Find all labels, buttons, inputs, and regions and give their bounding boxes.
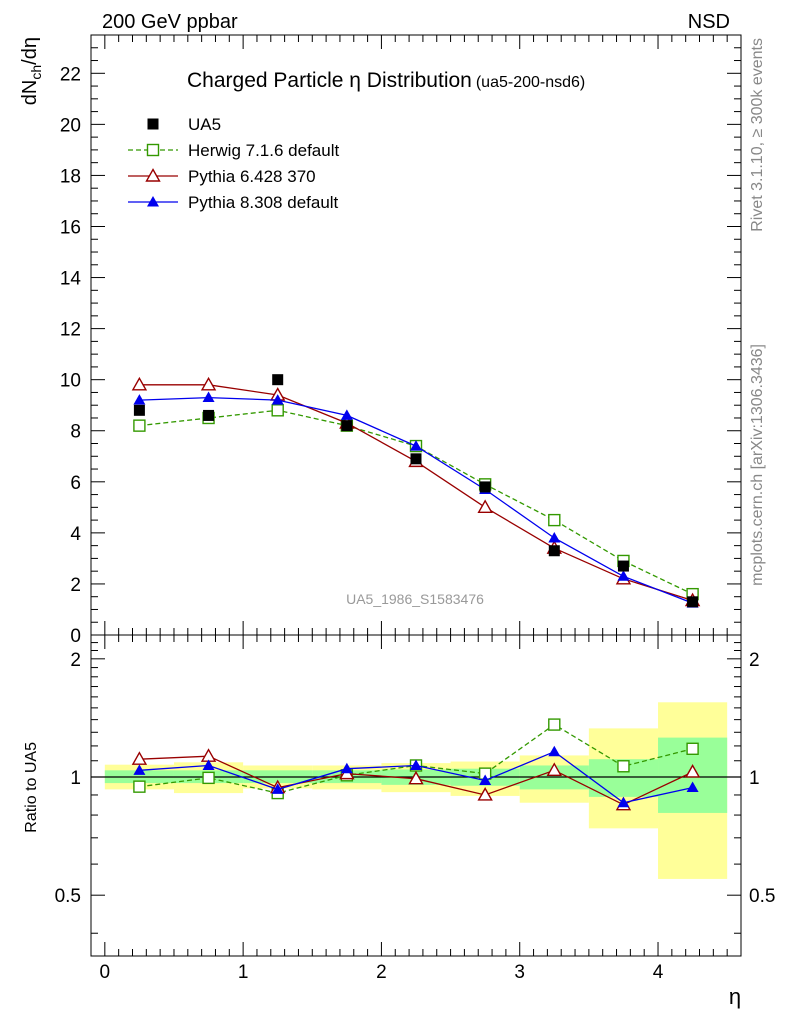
ratio-pythia8-point-3 bbox=[340, 762, 353, 774]
ratio-pythia8-point-1 bbox=[202, 759, 215, 770]
main-ytick-label-9: 18 bbox=[60, 166, 81, 187]
main-ylabel: dNch/dη bbox=[19, 37, 44, 105]
legend-label-pythia6: Pythia 6.428 370 bbox=[188, 167, 316, 186]
ratio-ytick-label-2: 2 bbox=[70, 650, 81, 671]
main-data-point-6 bbox=[548, 545, 560, 557]
main-ytick-label-11: 22 bbox=[60, 64, 81, 85]
main-plot: 0 2 4 6 8 10 12 14 16 18 20 22 Charged Particle η D… bbox=[19, 34, 742, 647]
ratio-ytick-label-right-2: 2 bbox=[749, 650, 760, 671]
ratio-pythia8-point-0 bbox=[133, 764, 146, 775]
ratio-pythia8-point-6 bbox=[548, 745, 561, 757]
main-ytick-label-0: 0 bbox=[70, 626, 81, 647]
ratio-pythia6-point-1 bbox=[200, 748, 217, 762]
ratio-plot-frame bbox=[90, 634, 742, 957]
x-axis-label: η bbox=[729, 984, 741, 1009]
main-pythia8-point-1 bbox=[202, 391, 215, 403]
main-data-point-8 bbox=[687, 596, 699, 608]
main-data-point-3 bbox=[341, 420, 353, 432]
main-data-point-5 bbox=[479, 481, 491, 493]
main-ytick-label-10: 20 bbox=[60, 115, 81, 136]
ratio-herwig-point-0 bbox=[133, 780, 146, 793]
main-title: Charged Particle η Distribution (ua5-200-… bbox=[187, 69, 585, 92]
main-ytick-label-2: 4 bbox=[70, 524, 81, 545]
main-ytick-label-8: 16 bbox=[60, 217, 81, 238]
ratio-ylabel: Ratio to UA5 bbox=[23, 742, 40, 833]
main-pythia8-point-6 bbox=[548, 531, 561, 543]
main-pythia6-point-0 bbox=[131, 376, 148, 391]
legend-label-herwig: Herwig 7.1.6 default bbox=[188, 141, 339, 160]
main-data-point-0 bbox=[133, 404, 145, 416]
main-herwig-point-2 bbox=[271, 404, 284, 417]
ratio-pythia8-point-4 bbox=[410, 759, 422, 770]
main-ytick-label-1: 2 bbox=[70, 575, 81, 596]
main-pythia8-point-3 bbox=[340, 409, 353, 420]
ratio-pythia8-point-5 bbox=[479, 774, 492, 785]
main-pythia8-point-4 bbox=[410, 440, 422, 451]
ratio-pythia6-point-8 bbox=[684, 764, 701, 778]
ratio-pythia6-point-4 bbox=[408, 770, 424, 785]
legend-marker-pythia6 bbox=[145, 168, 161, 182]
legend: UA5 Herwig 7.1.6 default Pythia 6.428 370 P… bbox=[128, 115, 339, 212]
ratio-pythia8-point-2 bbox=[271, 783, 284, 794]
ratio-pythia8-point-7 bbox=[617, 796, 630, 808]
ratio-ytick-label-right-1: 1 bbox=[749, 768, 760, 789]
ratio-pythia6-point-6 bbox=[546, 762, 562, 777]
main-data-point-2 bbox=[272, 374, 284, 386]
x-tick-label-3: 3 bbox=[514, 962, 525, 983]
x-tick-label-0: 0 bbox=[100, 962, 111, 983]
ratio-herwig-point-6 bbox=[548, 718, 561, 731]
ratio-herwig-point-7 bbox=[617, 760, 630, 773]
main-pythia8-point-2 bbox=[271, 394, 284, 405]
ratio-ytick-label-1: 1 bbox=[70, 768, 81, 789]
header-right: NSD bbox=[688, 11, 730, 33]
ratio-plot: 0 1 2 3 4 0.5 0.5 1 1 2 2 Ratio to UA5 η bbox=[23, 634, 775, 1009]
x-tick-label-1: 1 bbox=[238, 962, 249, 983]
main-herwig-point-6 bbox=[548, 513, 561, 527]
main-pythia8-point-0 bbox=[133, 394, 146, 405]
legend-marker-pythia8 bbox=[147, 196, 159, 207]
main-ytick-label-6: 12 bbox=[60, 320, 81, 341]
main-ytick-label-4: 8 bbox=[70, 422, 81, 443]
ratio-herwig-point-8 bbox=[686, 742, 699, 755]
watermark: UA5_1986_S1583476 bbox=[346, 591, 484, 607]
x-tick-label-4: 4 bbox=[653, 962, 664, 983]
ratio-ytick-label-0: 0.5 bbox=[55, 886, 81, 907]
ratio-ytick-label-right-0: 0.5 bbox=[749, 886, 775, 907]
main-data-point-1 bbox=[203, 409, 215, 421]
main-pythia6-point-1 bbox=[200, 376, 217, 391]
main-ytick-label-7: 14 bbox=[60, 269, 82, 290]
legend-label-data: UA5 bbox=[188, 115, 221, 134]
main-herwig-point-0 bbox=[133, 419, 146, 432]
main-data-point-7 bbox=[617, 560, 629, 572]
main-herwig-line bbox=[139, 409, 693, 595]
header-left: 200 GeV ppbar bbox=[102, 11, 238, 33]
ratio-pythia8-point-8 bbox=[686, 781, 699, 793]
legend-label-pythia8: Pythia 8.308 default bbox=[188, 193, 339, 212]
main-ytick-label-3: 6 bbox=[70, 473, 81, 494]
x-tick-label-2: 2 bbox=[376, 962, 387, 983]
ratio-pythia6-point-0 bbox=[131, 751, 148, 765]
legend-marker-herwig bbox=[146, 143, 160, 157]
main-pythia6-point-5 bbox=[477, 499, 493, 514]
main-pythia8-point-7 bbox=[617, 570, 630, 581]
side-label-bottom: mcplots.cern.ch [arXiv:1306.3436] bbox=[749, 344, 766, 586]
ratio-herwig-point-1 bbox=[202, 771, 215, 785]
main-data-point-4 bbox=[410, 453, 422, 465]
ratio-pythia6-point-5 bbox=[477, 787, 493, 801]
legend-marker-data bbox=[147, 118, 159, 130]
side-label-top: Rivet 3.1.10, ≥ 300k events bbox=[749, 38, 766, 232]
main-ytick-label-5: 10 bbox=[60, 371, 81, 392]
